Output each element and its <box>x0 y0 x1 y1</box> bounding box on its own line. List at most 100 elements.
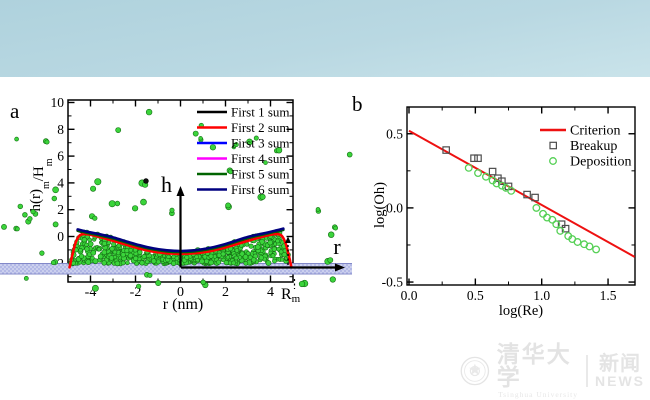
particle <box>133 255 139 262</box>
x-tick-label: 1.0 <box>533 288 550 303</box>
x-tick-label: -2 <box>130 285 142 300</box>
top-banner <box>0 0 650 77</box>
particle <box>128 247 134 253</box>
particle <box>90 250 97 256</box>
particle <box>124 248 130 254</box>
y-tick-label: 8 <box>57 122 64 137</box>
particle <box>50 260 56 266</box>
particle <box>90 185 97 192</box>
particle <box>275 147 283 154</box>
watermark: 清华大学 Tsinghua University 新闻 NEWS <box>460 343 645 398</box>
deposition-marker <box>464 163 473 172</box>
particle <box>114 260 121 267</box>
particle <box>52 186 59 194</box>
particle <box>96 247 102 252</box>
particle <box>84 246 90 252</box>
deposition-marker <box>539 209 547 218</box>
particle <box>108 200 116 208</box>
particle <box>151 258 157 264</box>
particle <box>242 254 249 260</box>
y-tick-label: 10 <box>51 95 65 110</box>
deposition-marker <box>573 238 582 246</box>
university-name-en: Tsinghua University <box>498 390 578 400</box>
particle <box>97 253 104 260</box>
particle <box>78 248 83 253</box>
particle <box>23 275 29 281</box>
deposition-marker <box>497 181 506 190</box>
particle <box>101 240 107 247</box>
particle <box>208 253 214 259</box>
deposition-marker <box>507 186 516 195</box>
particle <box>17 203 23 210</box>
criterion-line <box>408 129 636 258</box>
tsinghua-logo-icon <box>460 356 490 386</box>
particle <box>101 260 107 266</box>
particle <box>200 279 206 285</box>
rim-marker-arrowhead <box>285 236 291 243</box>
legend-label: First 4 sum <box>231 151 290 166</box>
legend-label: Breakup <box>570 139 617 154</box>
r-axis-arrowhead <box>335 263 345 272</box>
particle <box>194 254 199 260</box>
particle <box>108 255 115 261</box>
particle <box>254 244 261 250</box>
particle <box>204 258 210 264</box>
substrate-band <box>0 263 352 275</box>
panel-a-label: a <box>10 99 20 123</box>
particle <box>278 249 284 255</box>
particle <box>328 231 335 238</box>
legend-swatch-circle <box>549 157 557 165</box>
particle <box>270 253 276 259</box>
particle <box>259 193 266 200</box>
particle <box>92 258 99 264</box>
particle <box>145 108 153 116</box>
particle <box>120 252 126 258</box>
legend-label: First 3 sum <box>231 136 290 151</box>
legend-label: Deposition <box>570 155 631 170</box>
particle <box>144 259 150 265</box>
x-tick-label: 0.0 <box>401 288 418 303</box>
particle <box>169 207 175 213</box>
particle <box>94 178 102 186</box>
particle <box>248 243 254 249</box>
particle <box>315 207 321 212</box>
panel-a-xlabel: r (nm) <box>163 296 203 313</box>
logo-star-shape <box>469 363 481 376</box>
x-tick-label: 4 <box>267 285 274 300</box>
particle <box>109 246 115 252</box>
particle <box>44 139 50 145</box>
deposition-marker <box>532 203 541 212</box>
particle <box>329 276 336 283</box>
particle <box>184 254 190 260</box>
y-tick-label: 4 <box>57 175 64 190</box>
particle <box>51 195 57 202</box>
y-tick-label: -0.5 <box>382 275 404 290</box>
particle <box>216 259 222 265</box>
particle <box>141 254 147 260</box>
particle <box>147 272 153 278</box>
particle <box>52 221 59 228</box>
y-tick-label: 6 <box>57 149 64 164</box>
particle <box>30 209 36 215</box>
particle <box>228 168 234 175</box>
particle <box>155 279 162 286</box>
particle <box>114 200 121 207</box>
particle <box>333 225 338 231</box>
particle <box>140 198 147 206</box>
y-tick-label: 2 <box>57 202 64 217</box>
watermark-university: 清华大学 Tsinghua University <box>497 343 580 399</box>
h-axis-arrowhead <box>176 186 185 196</box>
particle <box>225 202 231 209</box>
particle <box>223 260 229 266</box>
particle <box>231 145 236 150</box>
breakup-marker <box>488 167 497 176</box>
particle <box>14 226 20 232</box>
particle <box>327 257 334 263</box>
particle <box>267 239 274 246</box>
particle <box>101 249 108 256</box>
particle <box>125 260 130 266</box>
particle <box>27 216 33 222</box>
deposition-marker <box>474 169 482 177</box>
